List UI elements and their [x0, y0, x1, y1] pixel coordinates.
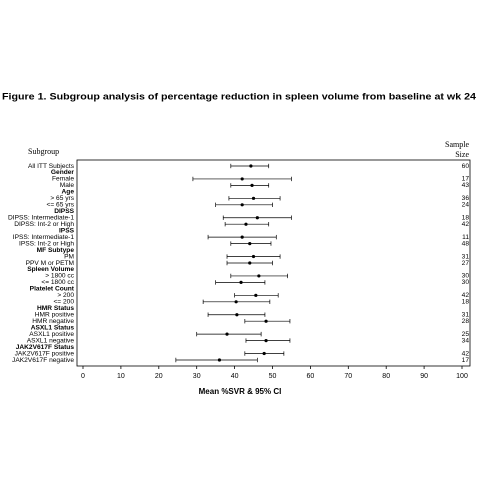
row-label: ASXL1 positive	[29, 331, 74, 338]
sample-size: 36	[462, 195, 470, 202]
sample-size: 42	[462, 221, 470, 228]
sample-size: 31	[462, 311, 470, 318]
point	[264, 339, 268, 343]
row-label: Male	[60, 182, 75, 189]
row-label: <= 65 yrs	[47, 202, 75, 209]
x-tick-label: 10	[117, 373, 125, 380]
row-label: PPV M or PETM	[26, 260, 74, 267]
sample-size: 42	[462, 350, 470, 357]
point	[239, 280, 243, 284]
row-label: <= 1800 cc	[41, 279, 74, 286]
x-tick-label: 60	[307, 373, 315, 380]
row-header: Subgroup	[28, 147, 59, 156]
point	[254, 293, 258, 297]
group-header: Spleen Volume	[27, 266, 74, 273]
row-label: IPSS: Int-2 or High	[19, 240, 74, 247]
sample-size: 24	[462, 202, 470, 209]
row-label: HMR positive	[35, 311, 75, 318]
point	[217, 358, 222, 362]
sample-size: 42	[462, 292, 470, 299]
point	[251, 254, 256, 259]
row-label: ASXL1 negative	[27, 337, 75, 344]
x-tick-label: 70	[344, 373, 352, 380]
group-header: JAK2V617F Status	[16, 344, 75, 351]
point	[262, 351, 266, 356]
row-label: All ITT Subjects	[28, 163, 75, 170]
row-label: > 65 yrs	[50, 195, 74, 202]
x-tick-label: 30	[193, 373, 201, 380]
x-tick-label: 20	[155, 373, 163, 380]
point	[248, 261, 252, 265]
point	[251, 196, 256, 200]
plot-frame	[76, 159, 471, 367]
row-label: DIPSS: Int-2 or High	[14, 221, 74, 228]
point	[240, 177, 244, 181]
sample-size: 60	[462, 163, 470, 170]
group-header: HMR Status	[37, 305, 74, 312]
sample-size: 11	[462, 234, 469, 241]
sample-size: 43	[462, 182, 470, 189]
row-label: JAK2V617F negative	[12, 357, 74, 364]
sample-size: 17	[462, 357, 470, 364]
sample-size: 27	[462, 260, 470, 267]
size-header: Sample	[445, 140, 469, 149]
sample-size: 18	[462, 214, 470, 221]
group-header: MF Subtype	[37, 247, 75, 254]
group-header: DIPSS	[54, 208, 74, 215]
sample-size: 30	[462, 273, 470, 280]
sample-size: 18	[462, 299, 470, 306]
row-label: DIPSS: Intermediate-1	[8, 214, 74, 221]
group-header: Age	[62, 189, 75, 196]
x-tick-label: 0	[81, 373, 85, 380]
chart-title: Figure 1. Subgroup analysis of percentag…	[2, 92, 477, 103]
point	[255, 216, 259, 220]
sample-size: 17	[462, 176, 470, 183]
point	[264, 319, 268, 323]
point	[257, 274, 261, 278]
sample-size: 34	[462, 337, 470, 344]
sample-size: 25	[462, 331, 470, 338]
row-label: PM	[64, 253, 74, 260]
x-tick-label: 80	[382, 373, 390, 380]
group-header: Platelet Count	[30, 286, 75, 293]
x-tick-label: 40	[231, 373, 239, 380]
group-header: Gender	[51, 169, 75, 176]
row-label: JAK2V617F positive	[15, 350, 75, 357]
sample-size: 31	[462, 253, 470, 260]
point	[250, 183, 254, 187]
point	[249, 164, 253, 168]
point	[240, 235, 244, 239]
row-label: IPSS: Intermediate-1	[13, 234, 75, 241]
row-label: > 1800 cc	[45, 273, 74, 280]
row-label: <= 200	[53, 299, 74, 306]
point	[225, 332, 229, 336]
size-header: Size	[455, 150, 469, 159]
row-label: HMR negative	[32, 318, 74, 325]
sample-size: 48	[462, 240, 470, 247]
point	[244, 222, 248, 226]
point	[235, 313, 239, 317]
x-tick-label: 50	[269, 373, 277, 380]
sample-size: 28	[462, 318, 470, 325]
x-axis-label: Mean %SVR & 95% CI	[199, 387, 282, 396]
row-label: > 200	[57, 292, 74, 299]
x-tick-label: 90	[420, 373, 428, 380]
group-header: ASXL1 Status	[31, 324, 75, 331]
point	[234, 300, 238, 304]
sample-size: 30	[462, 279, 470, 286]
point	[248, 242, 252, 246]
x-tick-label: 100	[456, 373, 468, 380]
row-label: Female	[52, 176, 74, 183]
point	[240, 203, 244, 207]
group-header: IPSS	[59, 227, 75, 234]
